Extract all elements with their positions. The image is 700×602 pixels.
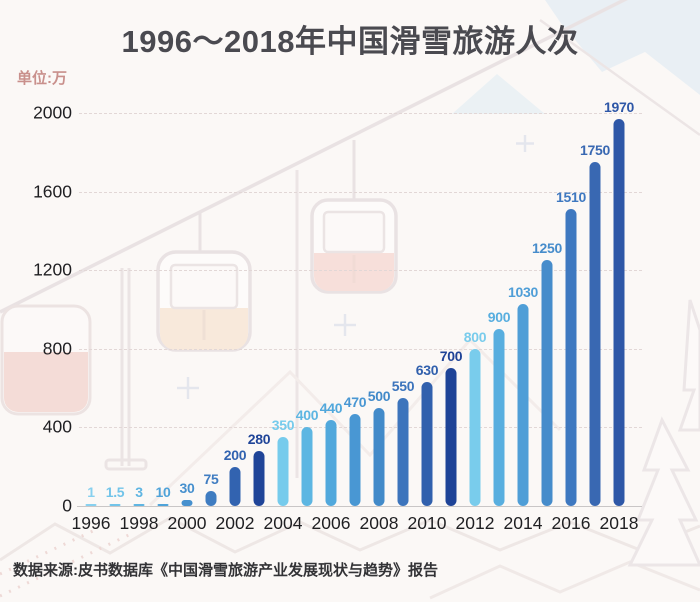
- gondola-window-icon: [169, 263, 239, 310]
- cable-line-icon: [539, 18, 700, 137]
- bar-value-label-2008: 500: [367, 388, 391, 404]
- ridge-line-icon: [429, 560, 700, 600]
- bar-value-label-2001: 75: [203, 471, 219, 487]
- bar-2015: [541, 260, 553, 506]
- bar-value-label-2018: 1970: [604, 99, 634, 115]
- bar-2002: [229, 467, 241, 506]
- x-tick-2008: 2008: [359, 513, 399, 533]
- bar-value-label-2010: 630: [415, 362, 439, 378]
- x-tick-2016: 2016: [551, 513, 591, 533]
- gondola-window-icon: [322, 210, 386, 254]
- lift-tower-base-icon: [104, 458, 148, 471]
- bar-value-label-2011: 700: [439, 348, 463, 364]
- bar-1998: [133, 504, 145, 506]
- gridline-2000: [79, 113, 642, 114]
- bar-value-label-2013: 900: [487, 309, 511, 325]
- bar-2012: [469, 349, 481, 506]
- gondola-cabin-bottom-icon: [4, 352, 88, 412]
- cable-line-icon: [0, 0, 628, 314]
- bar-value-label-2015: 1250: [532, 240, 562, 256]
- x-tick-2004: 2004: [263, 513, 303, 533]
- x-tick-2000: 2000: [167, 513, 207, 533]
- bar-value-label-2004: 350: [271, 417, 295, 433]
- y-tick-2000: 2000: [33, 102, 72, 123]
- bar-value-label-2003: 280: [247, 431, 271, 447]
- lift-tower-icon: [120, 268, 131, 466]
- bar-value-label-2009: 550: [391, 378, 415, 394]
- tree-icon: [627, 299, 700, 567]
- bar-2013: [493, 329, 505, 506]
- bar-value-label-1997: 1.5: [105, 484, 125, 500]
- source-note: 数据来源:皮书数据库《中国滑雪旅游产业发展现状与趋势》报告: [13, 562, 438, 579]
- mountain-shape-icon: [545, 0, 700, 95]
- y-tick-0: 0: [62, 495, 72, 516]
- bar-value-label-2012: 800: [463, 329, 487, 345]
- bar-1997: [109, 504, 121, 506]
- unit-label: 单位:万: [17, 70, 67, 87]
- bar-2008: [373, 408, 385, 506]
- bar-2005: [301, 427, 313, 506]
- bar-value-label-2005: 400: [295, 407, 319, 423]
- x-tick-2018: 2018: [599, 513, 639, 533]
- y-tick-1200: 1200: [33, 259, 72, 280]
- bar-2016: [565, 209, 577, 506]
- x-tick-2014: 2014: [503, 513, 543, 533]
- bar-value-label-2016: 1510: [556, 189, 586, 205]
- bar-2003: [253, 451, 265, 506]
- x-axis-line: [77, 506, 642, 507]
- bar-2000: [181, 500, 193, 506]
- gridline-1600: [79, 191, 642, 193]
- bar-2018: [613, 119, 625, 506]
- x-tick-2002: 2002: [215, 513, 255, 533]
- gridline-1200: [79, 270, 642, 272]
- y-tick-800: 800: [42, 338, 72, 359]
- bar-2017: [589, 162, 601, 506]
- bar-value-label-2006: 440: [319, 400, 343, 416]
- gridline-400: [79, 427, 642, 429]
- chart-title: 1996～2018年中国滑雪旅游人次: [121, 24, 579, 59]
- bar-value-label-1996: 1: [87, 484, 95, 500]
- bar-value-label-2007: 470: [343, 394, 367, 410]
- bar-2006: [325, 420, 337, 506]
- bar-value-label-1999: 10: [155, 484, 171, 500]
- y-tick-1600: 1600: [33, 181, 72, 202]
- y-tick-400: 400: [42, 416, 72, 437]
- bar-2011: [445, 368, 457, 506]
- x-tick-2010: 2010: [407, 513, 447, 533]
- bar-value-label-1998: 3: [135, 484, 143, 500]
- bar-1999: [157, 504, 169, 506]
- bar-2001: [205, 491, 217, 506]
- bar-2010: [421, 382, 433, 506]
- bar-2007: [349, 414, 361, 506]
- bar-value-label-2000: 30: [179, 480, 195, 496]
- bar-value-label-2002: 200: [223, 447, 247, 463]
- bar-2004: [277, 437, 289, 506]
- gridline-800: [79, 348, 642, 350]
- snowflake-icon: [177, 135, 534, 399]
- x-tick-1996: 1996: [71, 513, 111, 533]
- bar-value-label-2017: 1750: [580, 142, 610, 158]
- x-tick-2012: 2012: [455, 513, 495, 533]
- x-tick-1998: 1998: [119, 513, 159, 533]
- x-tick-2006: 2006: [311, 513, 351, 533]
- bar-2014: [517, 304, 529, 506]
- bar-value-label-2014: 1030: [508, 284, 538, 300]
- mountain-shape-icon: [452, 74, 545, 114]
- bar-2009: [397, 398, 409, 506]
- bar-1996: [85, 504, 97, 506]
